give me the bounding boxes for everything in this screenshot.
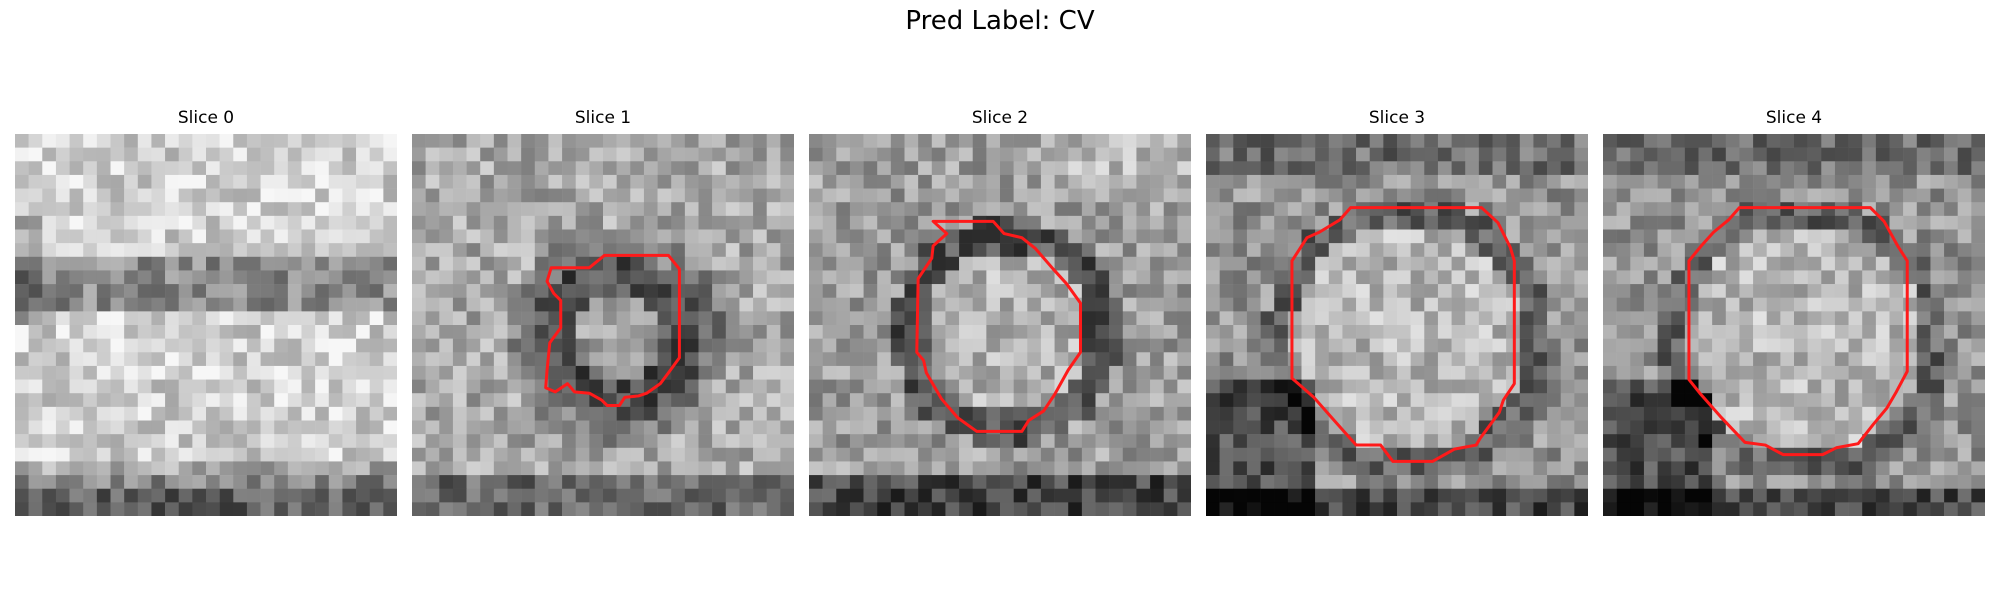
figure-title: Pred Label: CV [905, 6, 1095, 36]
slice-title-1: Slice 1 [574, 108, 632, 128]
slice-title-3: Slice 3 [1368, 108, 1426, 128]
slice-title-4: Slice 4 [1765, 108, 1823, 128]
slice-image-4 [1603, 134, 1985, 516]
slice-image-2 [809, 134, 1191, 516]
slice-title-0: Slice 0 [177, 108, 235, 128]
slice-image-3 [1206, 134, 1588, 516]
contour-4 [1687, 206, 1909, 457]
contour-3 [1290, 206, 1516, 463]
slice-image-1 [412, 134, 794, 516]
slice-image-0 [15, 134, 397, 516]
contour-1 [544, 253, 681, 407]
slice-title-2: Slice 2 [971, 108, 1029, 128]
contour-2 [915, 219, 1082, 433]
